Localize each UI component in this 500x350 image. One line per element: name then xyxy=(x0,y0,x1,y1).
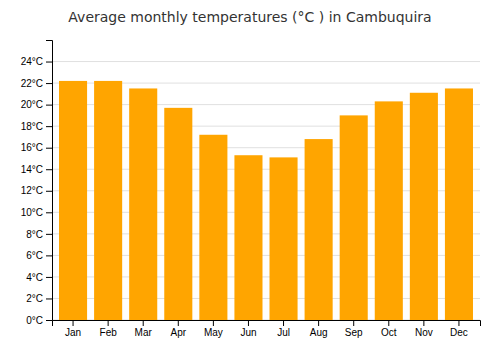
bar xyxy=(410,93,438,320)
tick: May xyxy=(204,320,223,338)
tick-label: 4°C xyxy=(26,272,43,283)
tick-mark xyxy=(178,320,179,326)
tick: Dec xyxy=(450,320,468,338)
tick: Jan xyxy=(65,320,81,338)
bar xyxy=(234,155,262,320)
bar xyxy=(164,108,192,320)
tick-mark xyxy=(46,234,52,235)
bar xyxy=(445,88,473,320)
tick-mark xyxy=(353,320,354,326)
tick-label: Feb xyxy=(100,327,118,338)
tick: Oct xyxy=(381,320,397,338)
tick: 0°C xyxy=(26,315,52,326)
tick-label: 2°C xyxy=(26,293,43,304)
tick: 20°C xyxy=(21,99,52,110)
tick-mark xyxy=(46,255,52,256)
tick-mark xyxy=(46,212,52,213)
tick-label: 18°C xyxy=(21,121,43,132)
chart: 0°C 2°C 4°C 6°C 8°C 10°C 12°C 14°C 16°C 18°C 20°C 2… xyxy=(0,0,500,350)
tick: Apr xyxy=(171,320,187,338)
tick-mark xyxy=(213,320,214,326)
bar xyxy=(199,135,227,320)
tick-label: Apr xyxy=(171,327,187,338)
tick-label: Mar xyxy=(135,327,153,338)
tick-label: 12°C xyxy=(21,185,43,196)
tick: 8°C xyxy=(26,229,52,240)
tick: 24°C xyxy=(21,56,52,67)
tick-label: Jun xyxy=(240,327,256,338)
tick-label: 10°C xyxy=(21,207,43,218)
tick-mark xyxy=(458,320,459,326)
bar xyxy=(375,101,403,320)
tick-label: 24°C xyxy=(21,56,43,67)
tick-mark xyxy=(46,62,52,63)
tick-mark xyxy=(46,83,52,84)
tick-label: Sep xyxy=(345,327,363,338)
tick-label: 16°C xyxy=(21,142,43,153)
bar xyxy=(94,81,122,320)
tick: 18°C xyxy=(21,121,52,132)
tick-label: Dec xyxy=(450,327,468,338)
axis-domain xyxy=(46,41,53,321)
tick-label: 20°C xyxy=(21,99,43,110)
plot: 0°C 2°C 4°C 6°C 8°C 10°C 12°C 14°C 16°C 18°C 20°C 2… xyxy=(21,41,481,339)
tick: Jun xyxy=(240,320,256,338)
tick-mark xyxy=(248,320,249,326)
tick: 14°C xyxy=(21,164,52,175)
y-axis: 0°C 2°C 4°C 6°C 8°C 10°C 12°C 14°C 16°C 18°C 20°C 2… xyxy=(21,41,53,326)
bar xyxy=(340,115,368,320)
tick-mark xyxy=(73,320,74,326)
tick-label: Jan xyxy=(65,327,81,338)
bar xyxy=(270,157,298,320)
tick: Aug xyxy=(310,320,328,338)
tick-mark xyxy=(46,277,52,278)
bar xyxy=(129,88,157,320)
tick-label: May xyxy=(204,327,223,338)
tick-mark xyxy=(108,320,109,326)
axis-domain xyxy=(53,321,481,327)
tick: 10°C xyxy=(21,207,52,218)
tick-label: 14°C xyxy=(21,164,43,175)
tick-label: 8°C xyxy=(26,229,43,240)
tick: 4°C xyxy=(26,272,52,283)
tick-mark xyxy=(46,169,52,170)
tick-label: Aug xyxy=(310,327,328,338)
tick-label: Nov xyxy=(415,327,433,338)
tick-label: 6°C xyxy=(26,250,43,261)
tick-mark xyxy=(423,320,424,326)
x-axis: Jan Feb Mar Apr May Jun Jul Aug Sep Oct Nov Dec xyxy=(53,320,481,338)
tick: Sep xyxy=(345,320,363,338)
tick-mark xyxy=(46,148,52,149)
tick-mark xyxy=(46,298,52,299)
tick-label: Oct xyxy=(381,327,397,338)
bars xyxy=(59,81,473,320)
tick-mark xyxy=(46,320,52,321)
bar xyxy=(305,139,333,320)
tick: 16°C xyxy=(21,142,52,153)
tick: 2°C xyxy=(26,293,52,304)
tick-label: Jul xyxy=(277,327,290,338)
tick-mark xyxy=(46,105,52,106)
title: Average monthly temperatures (°C ) in Ca… xyxy=(68,9,431,25)
tick: Feb xyxy=(100,320,118,338)
tick: Nov xyxy=(415,320,433,338)
tick-mark xyxy=(283,320,284,326)
tick-label: 0°C xyxy=(26,315,43,326)
tick: Mar xyxy=(135,320,153,338)
tick-mark xyxy=(143,320,144,326)
tick: 6°C xyxy=(26,250,52,261)
tick: Jul xyxy=(277,320,290,338)
tick-label: 22°C xyxy=(21,78,43,89)
tick-mark xyxy=(46,126,52,127)
grid-line xyxy=(52,61,480,62)
grid xyxy=(52,62,480,320)
tick: 12°C xyxy=(21,185,52,196)
tick-mark xyxy=(318,320,319,326)
tick-mark xyxy=(388,320,389,326)
tick-mark xyxy=(46,191,52,192)
bar xyxy=(59,81,87,320)
tick: 22°C xyxy=(21,78,52,89)
